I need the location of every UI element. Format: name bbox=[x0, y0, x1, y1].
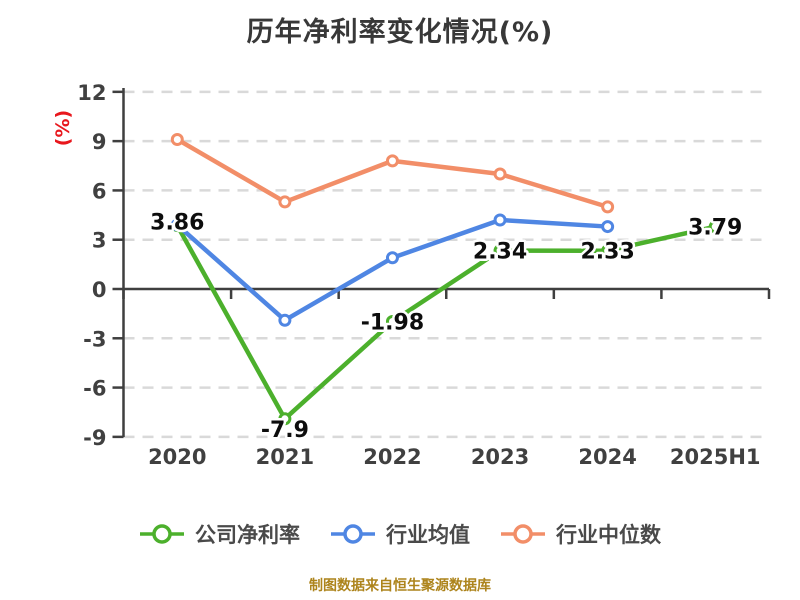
x-tick-label: 2022 bbox=[363, 445, 421, 469]
data-point-industry-median bbox=[278, 195, 292, 209]
y-tick-label: 6 bbox=[92, 179, 107, 203]
data-label: 2.34 bbox=[473, 240, 527, 265]
data-point-company-net-margin bbox=[278, 412, 292, 426]
series-line-industry-median bbox=[175, 137, 610, 210]
legend-item-industry-mean: 行业均值 bbox=[330, 519, 470, 549]
legend-label-company-net-margin: 公司净利率 bbox=[195, 523, 300, 547]
y-tick-label: -3 bbox=[83, 327, 106, 351]
y-tick-label: 3 bbox=[92, 229, 107, 253]
y-tick-label: 9 bbox=[92, 130, 107, 154]
data-point-company-net-margin bbox=[385, 315, 399, 329]
x-tick-label: 2021 bbox=[256, 445, 314, 469]
chart-title: 历年净利率变化情况(%) bbox=[246, 17, 554, 48]
x-tick-label: 2025H1 bbox=[670, 445, 761, 469]
legend-marker-industry-median-icon bbox=[501, 524, 545, 544]
data-source-note: 制图数据来自恒生聚源数据库 bbox=[309, 578, 491, 594]
data-point-industry-mean bbox=[170, 218, 184, 232]
x-tick-label: 2020 bbox=[148, 445, 206, 469]
data-point-industry-median bbox=[170, 132, 184, 146]
legend-marker-industry-mean-icon bbox=[331, 524, 375, 544]
data-point-industry-median bbox=[493, 167, 507, 181]
y-tick-label: -9 bbox=[83, 426, 106, 450]
data-point-company-net-margin bbox=[601, 244, 615, 258]
data-point-industry-mean bbox=[493, 213, 507, 227]
y-tick-label: 0 bbox=[92, 278, 107, 302]
legend-item-industry-median: 行业中位数 bbox=[500, 519, 661, 549]
data-point-industry-mean bbox=[601, 220, 615, 234]
data-point-industry-mean bbox=[278, 313, 292, 327]
data-point-industry-mean bbox=[385, 251, 399, 265]
data-point-industry-median bbox=[385, 154, 399, 168]
y-tick-label: -6 bbox=[83, 377, 106, 401]
legend-label-industry-mean: 行业均值 bbox=[386, 523, 470, 547]
data-point-industry-median bbox=[601, 200, 615, 214]
x-tick-label: 2023 bbox=[471, 445, 529, 469]
x-tick-label: 2024 bbox=[578, 445, 636, 469]
data-label: 2.33 bbox=[580, 240, 634, 265]
series-line-company-net-margin bbox=[175, 223, 718, 422]
legend-label-industry-median: 行业中位数 bbox=[556, 523, 661, 547]
legend-marker-company-icon bbox=[140, 524, 184, 544]
data-point-company-net-margin bbox=[493, 244, 507, 258]
legend-item-company-net-margin: 公司净利率 bbox=[139, 519, 300, 549]
y-tick-label: 12 bbox=[77, 81, 106, 105]
legend: 公司净利率 行业均值 行业中位数 bbox=[0, 519, 800, 549]
data-label: 3.79 bbox=[688, 216, 742, 241]
data-label: -1.98 bbox=[361, 311, 424, 336]
series-line-industry-mean bbox=[175, 217, 610, 323]
data-label: 3.86 bbox=[150, 211, 204, 236]
data-label: -7.9 bbox=[261, 418, 309, 443]
data-point-company-net-margin bbox=[708, 220, 722, 234]
